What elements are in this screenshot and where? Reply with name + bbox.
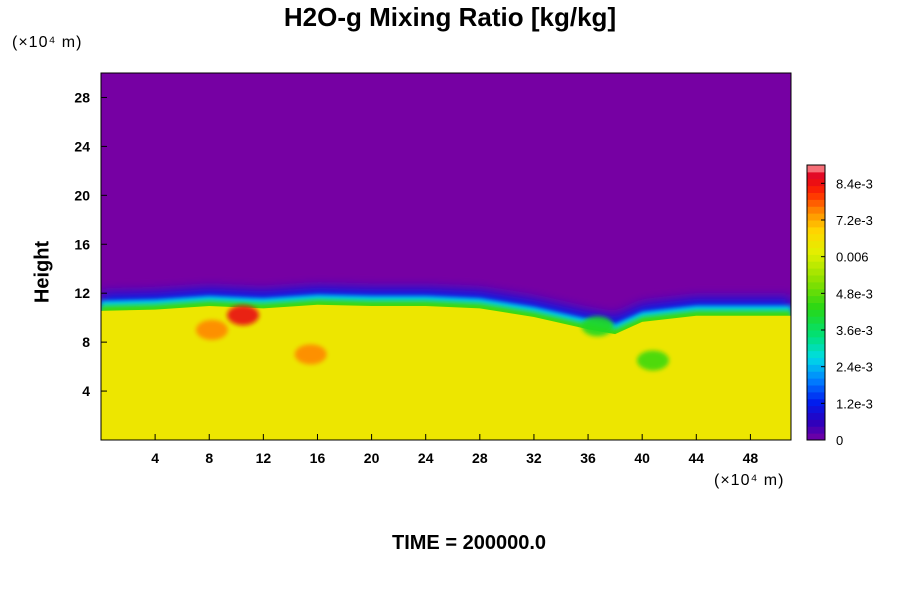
colorbar-band [807,378,825,386]
x-tick-label: 8 [205,450,213,466]
x-tick-label: 44 [689,450,705,466]
field-feature-5 [581,316,614,337]
colorbar-tick-label: 7.2e-3 [836,213,873,228]
colorbar-band [807,206,825,214]
colorbar-band [807,185,825,193]
field-feature-4 [637,350,669,371]
colorbar: 0 1.2e-3 2.4e-3 3.6e-3 4.8e-3 0.006 7.2e-3 8.4e… [806,164,873,448]
plot-area [101,73,791,440]
colorbar-tick-label: 3.6e-3 [836,323,873,338]
y-axis: 4 8 12 16 20 24 28 [74,89,107,399]
colorbar-tick-label: 1.2e-3 [836,396,873,411]
colorbar-tick-label: 8.4e-3 [836,176,873,191]
x-tick-label: 28 [472,450,488,466]
colorbar-band [807,268,825,276]
colorbar-band [807,336,825,345]
colorbar-band [807,419,825,427]
field-feature-2 [195,319,228,340]
y-tick-label: 28 [74,89,90,105]
colorbar-band [807,357,825,365]
y-tick-label: 16 [74,236,90,252]
x-tick-label: 40 [634,450,650,466]
time-label: TIME = [392,532,458,554]
colorbar-band [807,220,825,228]
x-tick-label: 4 [151,450,159,466]
colorbar-tick-label: 0.006 [836,250,869,265]
y-tick-label: 8 [82,334,90,350]
colorbar-band [807,364,825,372]
colorbar-tick-label: 2.4e-3 [836,360,873,375]
colorbar-band [807,171,825,180]
lower-layer [101,304,791,440]
colorbar-band [807,192,825,200]
x-axis: 4 8 12 16 20 24 28 32 36 40 44 48 [151,434,758,466]
colorbar-band [807,371,825,379]
colorbar-band [807,233,825,242]
colorbar-band [807,405,825,413]
colorbar-band [807,275,825,283]
colorbar-band [807,316,825,324]
colorbar-band [807,385,825,393]
colorbar-band [807,398,825,407]
colorbar-band [807,240,825,248]
colorbar-band [807,426,825,434]
y-tick-label: 20 [74,187,90,203]
colorbar-band [807,199,825,207]
colorbar-tick-label: 4.8e-3 [836,286,873,301]
x-tick-label: 48 [743,450,759,466]
x-axis-unit: (×10⁴ m) [714,472,785,489]
colorbar-band [807,165,825,173]
colorbar-tick-label: 0 [836,433,843,448]
colorbar-band [807,254,825,262]
colorbar-frame [806,164,826,441]
y-axis-label: Height [31,240,54,304]
colorbar-band [807,213,825,221]
field-feature-3 [294,344,327,365]
colorbar-band [807,391,825,400]
colorbar-band [807,309,825,317]
colorbar-band [807,247,825,255]
x-tick-label: 20 [364,450,380,466]
colorbar-band [807,412,825,420]
colorbar-band [807,323,825,331]
colorbar-band [807,350,825,358]
colorbar-band [807,281,825,290]
colorbar-band [807,288,825,297]
colorbar-band [807,295,825,303]
colorbar-band [807,302,825,310]
colorbar-band [807,178,825,187]
x-tick-label: 36 [580,450,596,466]
colorbar-band [807,226,825,235]
chart-title: H2O-g Mixing Ratio [kg/kg] [283,2,617,32]
colorbar-band [807,343,825,352]
time-caption: TIME = 200000.0 [0,532,900,555]
x-tick-label: 32 [526,450,542,466]
x-tick-label: 16 [310,450,326,466]
plot-frame [100,72,792,441]
y-axis-unit: (×10⁴ m) [12,34,83,51]
time-value: 200000.0 [462,532,546,554]
x-tick-label: 24 [418,450,434,466]
field-feature-1 [227,305,260,326]
colorbar-band [807,433,825,441]
colorbar-band [807,330,825,338]
y-tick-label: 4 [82,383,90,399]
colorbar-band [807,261,825,269]
x-tick-label: 12 [256,450,272,466]
y-tick-label: 24 [74,138,90,154]
y-tick-label: 12 [74,285,90,301]
